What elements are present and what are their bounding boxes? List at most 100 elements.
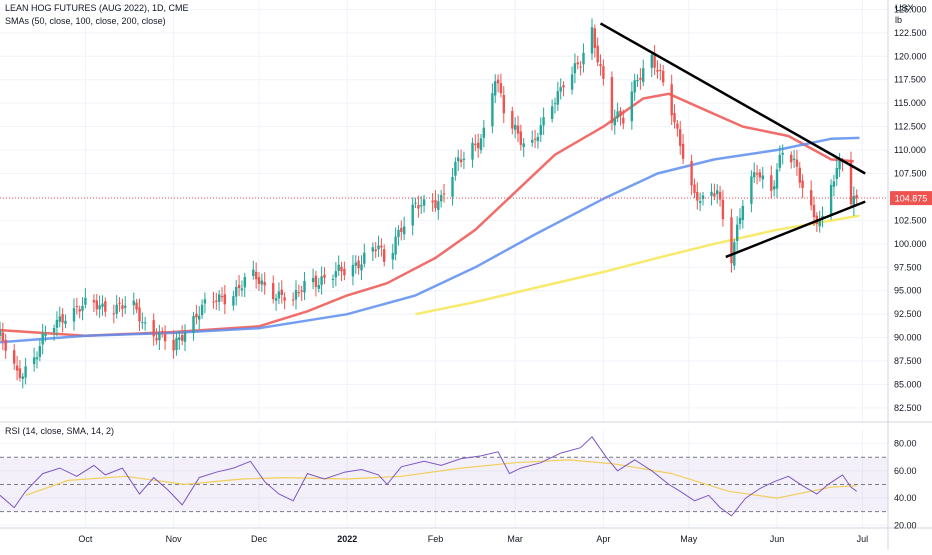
candle-body [55,319,59,328]
candle-body [716,190,719,195]
candle [78,305,81,319]
candle-body [138,307,141,322]
candle-body [593,28,596,48]
time-tick-label: 2022 [337,534,357,544]
candle-body [699,201,702,203]
time-tick-label: Jun [770,534,785,544]
candle [639,68,642,90]
sma-line-1 [0,92,854,337]
candle [181,325,184,346]
candle-body [277,291,281,299]
candle [363,243,366,268]
candle-body [377,245,380,250]
candle [223,284,226,315]
candle [371,242,374,261]
candle [161,327,164,338]
candle-body [798,167,801,183]
candle-body [334,271,337,278]
candle [175,332,178,356]
unit-currency: USX [895,3,914,13]
candle-body [400,227,403,232]
candle [440,190,443,208]
candle [303,271,306,300]
candle-body [320,276,323,285]
candle [795,150,799,176]
candle-body [821,216,824,218]
candle [681,134,685,164]
candle-body [750,176,753,204]
moving-averages [0,92,860,344]
candle-body [115,304,118,314]
candle-body [374,249,377,252]
candle [112,304,115,324]
price-tick-label: 110.000 [894,145,926,155]
candle [232,290,235,311]
candle-body [175,338,178,350]
candle-body [650,54,653,68]
candle [311,268,315,290]
candle [701,192,705,206]
candle [357,255,360,275]
candle-body [459,159,463,163]
candle-body [471,142,474,160]
candle-body [118,302,121,304]
price-tick-label: 90.000 [894,333,922,343]
candle-body [380,245,383,248]
candle [773,180,776,197]
price-tick-label: 102.500 [894,215,927,225]
candle [849,151,853,209]
candle [713,183,716,201]
candle-body [92,300,96,303]
candle-body [491,93,494,127]
candle-body [738,217,742,224]
candle [750,170,753,213]
candle-body [818,219,821,227]
rsi-line [0,436,857,517]
candle [542,107,545,135]
time-tick-label: Jul [857,534,869,544]
candle-body [852,196,855,207]
candle-body [656,69,659,72]
candle-body [218,294,221,302]
candle-body [653,53,656,68]
candle [172,330,175,359]
candle [536,132,540,149]
candle-body [499,83,503,94]
candle-body [442,193,446,195]
candle [280,280,283,304]
candle-body [317,285,320,289]
candle [670,74,673,126]
candle-body [462,158,466,161]
candle [491,83,494,134]
candle [141,312,144,330]
candle [104,297,107,317]
candle-body [531,140,534,143]
candle-body [514,124,517,130]
candle [300,285,303,301]
price-tick-label: 100.000 [894,239,927,249]
candle [243,272,246,298]
candle [551,99,554,123]
candle [431,193,434,212]
candle-body [613,119,616,126]
candle-body [573,63,577,74]
candle-body [52,328,56,333]
price-tick-label: 122.500 [894,28,927,38]
candle [294,280,298,310]
candle [770,165,773,199]
candle-body [778,155,781,168]
candle-body [542,117,545,126]
candle [144,316,147,331]
candle [619,107,622,126]
time-tick-label: Feb [428,534,444,544]
candle [471,137,474,168]
candle [84,288,87,309]
candle [360,255,363,281]
time-tick-label: May [680,534,698,544]
candle [758,168,762,182]
candle-body [522,143,525,148]
candle [334,262,337,287]
candle [52,324,56,341]
candle-body [220,296,224,297]
